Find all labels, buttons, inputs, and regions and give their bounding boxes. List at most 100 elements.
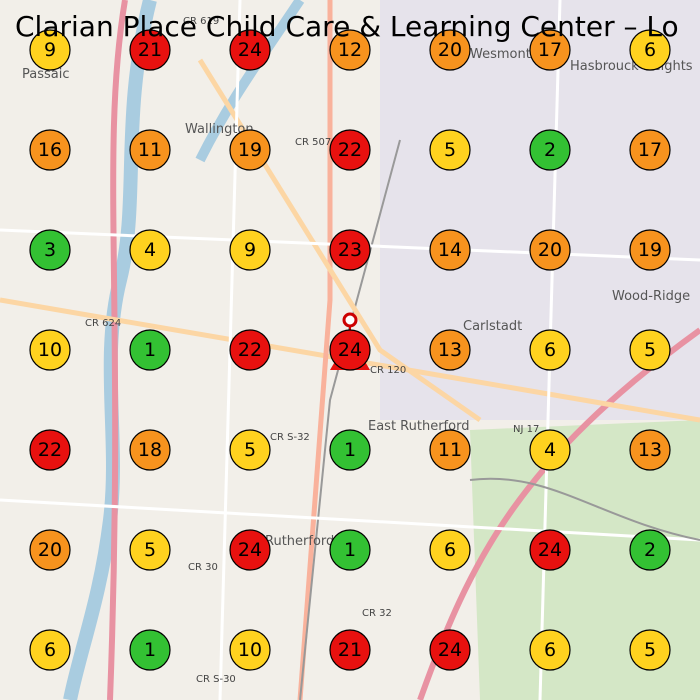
marker-circle: [429, 29, 471, 71]
marker-label: 13: [438, 339, 462, 361]
marker-label: 1: [344, 439, 356, 461]
marker-label: 24: [438, 639, 462, 661]
marker-label: 12: [338, 39, 362, 61]
marker-label: 1: [144, 339, 156, 361]
place-label: Rutherford: [265, 534, 334, 549]
marker-label: 6: [544, 639, 556, 661]
marker-circle: [129, 429, 171, 471]
marker-circle: [429, 129, 471, 171]
marker-label: 11: [138, 139, 162, 161]
marker-label: 5: [144, 539, 156, 561]
marker-label: 10: [238, 639, 262, 661]
marker-label: 5: [244, 439, 256, 461]
marker-circle: [429, 629, 471, 671]
marker-label: 11: [438, 439, 462, 461]
marker-label: 3: [44, 239, 56, 261]
marker-label: 24: [238, 39, 262, 61]
marker-circle: [429, 329, 471, 371]
marker-label: 21: [138, 39, 162, 61]
marker-label: 6: [44, 639, 56, 661]
marker-circle: [429, 529, 471, 571]
marker-label: 4: [544, 439, 556, 461]
marker-circle: [29, 129, 71, 171]
marker-label: 6: [544, 339, 556, 361]
marker-circle: [329, 29, 371, 71]
marker-circle: [629, 629, 671, 671]
marker-label: 22: [38, 439, 62, 461]
marker-circle: [329, 329, 371, 371]
place-labels: Passaic Wallington Hasbrouck Heights Wood-R…: [22, 16, 693, 685]
marker-circle: [529, 229, 571, 271]
marker-circle: [29, 229, 71, 271]
marker-circle: [529, 429, 571, 471]
marker-circle: [129, 229, 171, 271]
marker-circle: [129, 129, 171, 171]
marker-circle: [29, 529, 71, 571]
place-label: CR 624: [85, 318, 121, 329]
marker-circle: [429, 429, 471, 471]
marker-circle: [629, 529, 671, 571]
place-label: Wallington: [185, 122, 254, 137]
place-label: CR S-32: [270, 432, 310, 443]
marker-label: 5: [644, 639, 656, 661]
marker-label: 1: [144, 639, 156, 661]
marker-circle: [29, 329, 71, 371]
marker-circle: [129, 329, 171, 371]
marker-circle: [629, 229, 671, 271]
marker-label: 22: [238, 339, 262, 361]
marker-circle: [329, 629, 371, 671]
place-label: Carlstadt: [463, 319, 522, 334]
place-label: Passaic: [22, 67, 70, 82]
marker-label: 2: [544, 139, 556, 161]
marker-circle: [329, 529, 371, 571]
marker-label: 4: [144, 239, 156, 261]
marker-circle: [629, 329, 671, 371]
marker-label: 16: [38, 139, 62, 161]
marker-circle: [229, 429, 271, 471]
marker-label: 21: [338, 639, 362, 661]
marker-label: 20: [38, 539, 62, 561]
place-label: East Rutherford: [368, 419, 469, 434]
marker-circle: [29, 629, 71, 671]
marker-label: 18: [138, 439, 162, 461]
marker-label: 20: [438, 39, 462, 61]
marker-label: 22: [338, 139, 362, 161]
marker-label: 6: [444, 539, 456, 561]
marker-circle: [229, 629, 271, 671]
map-title: Clarian Place Child Care & Learning Cent…: [15, 10, 679, 43]
marker-circle: [329, 429, 371, 471]
marker-circle: [129, 529, 171, 571]
marker-label: 5: [644, 339, 656, 361]
marker-circle: [229, 329, 271, 371]
place-label: CR 619: [183, 16, 219, 27]
place-label: CR 30: [188, 562, 218, 573]
place-label: Hasbrouck Heights: [570, 59, 693, 74]
marker-label: 24: [238, 539, 262, 561]
marker-label: 1: [344, 539, 356, 561]
place-label: Wood-Ridge: [612, 289, 690, 304]
marker-label: 2: [644, 539, 656, 561]
marker-circle: [129, 629, 171, 671]
marker-label: 24: [338, 339, 362, 361]
place-label: CR 32: [362, 608, 392, 619]
marker-label: 19: [238, 139, 262, 161]
marker-label: 19: [638, 239, 662, 261]
marker-circle: [329, 129, 371, 171]
place-label: Wesmont: [470, 47, 531, 62]
marker-circle: [529, 629, 571, 671]
place-label: CR 120: [370, 365, 406, 376]
marker-label: 9: [44, 39, 56, 61]
marker-circle: [329, 229, 371, 271]
marker-circle: [129, 29, 171, 71]
place-label: NJ 17: [513, 424, 539, 435]
marker-circle: [229, 129, 271, 171]
marker-label: 10: [38, 339, 62, 361]
marker-label: 24: [538, 539, 562, 561]
marker-circle: [229, 29, 271, 71]
place-label: CR 507: [295, 137, 331, 148]
marker-circle: [29, 429, 71, 471]
marker-label: 13: [638, 439, 662, 461]
marker-circle: [529, 29, 571, 71]
marker-circle: [629, 29, 671, 71]
